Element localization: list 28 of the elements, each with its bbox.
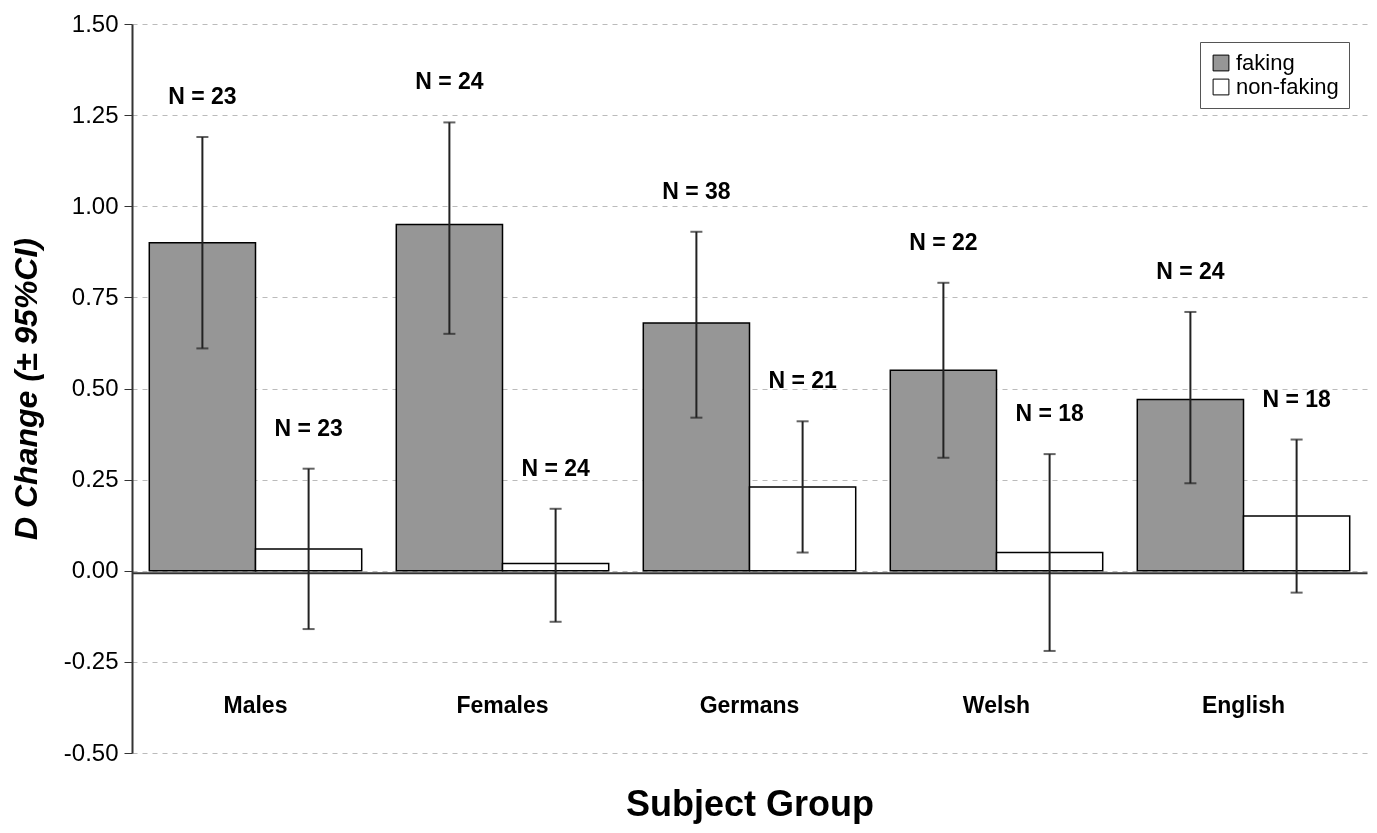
annotation: N = 18 xyxy=(1015,400,1085,427)
annotation: N = 24 xyxy=(1156,257,1225,284)
annotation: N = 24 xyxy=(521,454,591,481)
y-tick-label: 0.00 xyxy=(71,556,119,584)
y-tick-label: 1.50 xyxy=(71,9,119,37)
y-tick-label: 1.00 xyxy=(71,191,119,219)
y-tick-label: 1.25 xyxy=(71,100,119,128)
x-tick-label: Welsh xyxy=(962,692,1031,719)
annotation: N = 38 xyxy=(662,177,731,204)
y-tick-label: -0.50 xyxy=(63,738,119,766)
annotation: N = 22 xyxy=(909,228,978,255)
y-axis-title: D Change (± 95%CI) xyxy=(7,237,44,541)
x-tick-label: Males xyxy=(223,692,288,719)
annotation: N = 24 xyxy=(415,68,484,95)
annotation: N = 21 xyxy=(768,367,838,394)
y-tick-label: -0.25 xyxy=(63,647,119,675)
y-tick-label: 0.75 xyxy=(71,282,119,310)
y-tick-label: 0.50 xyxy=(71,374,119,401)
x-tick-label: Females xyxy=(456,692,549,719)
y-tick-label: 0.25 xyxy=(71,465,119,493)
annotation: N = 23 xyxy=(168,83,237,109)
x-axis-title: Subject Group xyxy=(625,783,875,825)
x-tick-label: English xyxy=(1201,692,1286,719)
annotation: N = 18 xyxy=(1262,385,1332,412)
annotation: N = 23 xyxy=(274,414,343,441)
legend-label: non-faking xyxy=(1236,74,1339,99)
legend-label: faking xyxy=(1236,50,1295,75)
x-tick-label: Germans xyxy=(699,692,800,719)
